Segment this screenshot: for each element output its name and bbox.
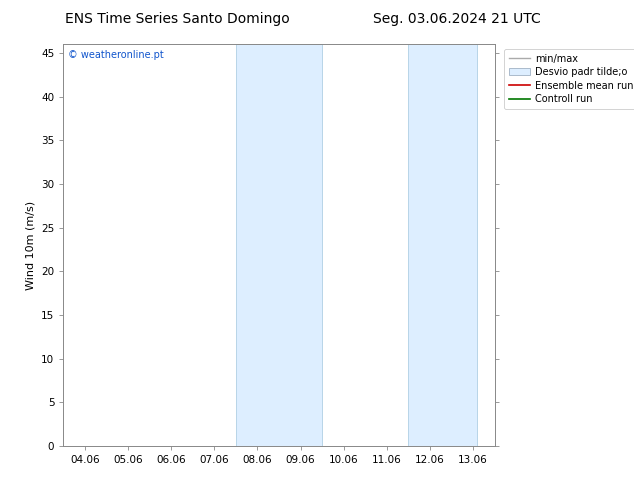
Bar xyxy=(236,44,322,446)
Text: Seg. 03.06.2024 21 UTC: Seg. 03.06.2024 21 UTC xyxy=(373,12,540,26)
Text: © weatheronline.pt: © weatheronline.pt xyxy=(68,50,164,60)
Y-axis label: Wind 10m (m/s): Wind 10m (m/s) xyxy=(25,200,36,290)
Legend: min/max, Desvio padr tilde;o, Ensemble mean run, Controll run: min/max, Desvio padr tilde;o, Ensemble m… xyxy=(503,49,634,109)
Text: ENS Time Series Santo Domingo: ENS Time Series Santo Domingo xyxy=(65,12,290,26)
Bar xyxy=(408,44,477,446)
